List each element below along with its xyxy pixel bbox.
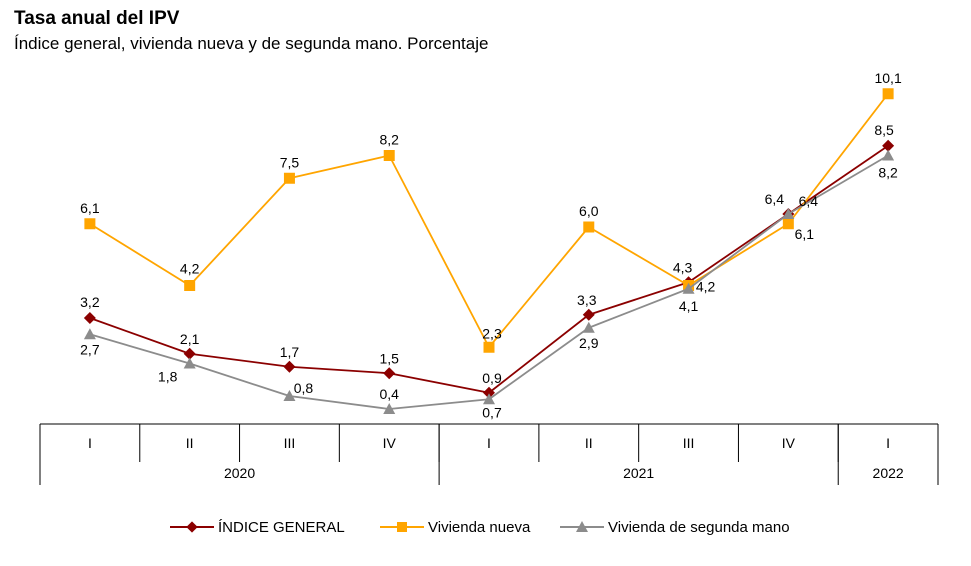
data-label-vivienda-de-segunda-mano: 2,7 bbox=[80, 341, 100, 357]
data-label-indice-general: 3,2 bbox=[80, 294, 100, 310]
x-tick-label: I bbox=[88, 435, 92, 451]
data-point-vivienda-de-segunda-mano bbox=[483, 393, 495, 405]
x-tick-label: II bbox=[585, 435, 593, 451]
chart-subtitle: Índice general, vivienda nueva y de segu… bbox=[14, 34, 489, 53]
data-point-vivienda-de-segunda-mano bbox=[882, 149, 895, 161]
data-point-vivienda-de-segunda-mano bbox=[283, 390, 296, 401]
data-label-vivienda-nueva: 6,1 bbox=[80, 200, 100, 216]
data-point-vivienda-de-segunda-mano bbox=[782, 208, 795, 219]
x-tick-label: IV bbox=[383, 435, 397, 451]
x-tick-label: I bbox=[886, 435, 890, 451]
series-line-indice-general bbox=[89, 145, 889, 394]
data-label-vivienda-de-segunda-mano: 0,8 bbox=[294, 380, 314, 396]
data-point-vivienda-de-segunda-mano bbox=[682, 282, 695, 294]
chart-title: Tasa anual del IPV bbox=[14, 8, 180, 29]
data-point-vivienda-de-segunda-mano bbox=[183, 357, 196, 369]
legend-swatch-vivienda-nueva bbox=[380, 518, 424, 536]
data-point-vivienda-nueva bbox=[483, 341, 495, 353]
legend-swatch-vivienda-segunda-mano bbox=[560, 518, 604, 536]
year-label: 2021 bbox=[623, 465, 654, 481]
data-label-indice-general: 8,5 bbox=[874, 122, 894, 138]
data-point-vivienda-nueva bbox=[84, 218, 96, 230]
legend-item-vivienda-segunda-mano: Vivienda de segunda mano bbox=[560, 518, 790, 536]
data-point-indice-general bbox=[183, 347, 196, 360]
data-point-indice-general bbox=[383, 367, 396, 380]
data-point-vivienda-nueva bbox=[882, 88, 894, 100]
legend-swatch-indice-general bbox=[170, 518, 214, 536]
x-tick-label: II bbox=[186, 435, 194, 451]
data-label-vivienda-nueva: 7,5 bbox=[280, 154, 300, 170]
data-label-vivienda-nueva: 8,2 bbox=[379, 132, 399, 148]
x-tick-label: IV bbox=[782, 435, 796, 451]
data-label-vivienda-de-segunda-mano: 1,8 bbox=[158, 369, 178, 385]
legend-item-vivienda-nueva: Vivienda nueva bbox=[380, 518, 530, 536]
data-label-indice-general: 4,3 bbox=[673, 259, 693, 275]
data-label-vivienda-de-segunda-mano: 6,4 bbox=[799, 193, 819, 209]
data-label-indice-general: 3,3 bbox=[577, 292, 597, 308]
x-tick-label: I bbox=[487, 435, 491, 451]
data-label-vivienda-de-segunda-mano: 8,2 bbox=[878, 165, 898, 181]
data-label-indice-general: 1,7 bbox=[280, 344, 300, 360]
data-label-vivienda-nueva: 4,2 bbox=[696, 279, 716, 295]
data-label-vivienda-nueva: 4,2 bbox=[180, 261, 200, 277]
data-point-vivienda-nueva bbox=[184, 280, 196, 291]
data-label-vivienda-nueva: 2,3 bbox=[482, 325, 502, 341]
data-label-vivienda-de-segunda-mano: 0,7 bbox=[482, 404, 502, 420]
x-tick-label: III bbox=[683, 435, 695, 451]
data-point-indice-general bbox=[882, 139, 895, 152]
data-point-vivienda-de-segunda-mano bbox=[83, 328, 96, 340]
data-label-indice-general: 0,9 bbox=[482, 370, 502, 386]
data-point-vivienda-nueva bbox=[583, 221, 595, 233]
data-label-vivienda-nueva: 6,1 bbox=[795, 226, 815, 242]
data-point-indice-general bbox=[582, 308, 595, 321]
year-label: 2020 bbox=[224, 465, 255, 481]
data-point-vivienda-nueva bbox=[782, 218, 794, 230]
data-label-vivienda-de-segunda-mano: 4,1 bbox=[679, 298, 699, 314]
x-tick-label: III bbox=[284, 435, 296, 451]
legend-label-indice-general: ÍNDICE GENERAL bbox=[218, 518, 345, 536]
series-line-vivienda-nueva bbox=[89, 93, 889, 349]
data-label-indice-general: 1,5 bbox=[379, 350, 399, 366]
data-label-vivienda-nueva: 10,1 bbox=[874, 70, 901, 86]
data-point-indice-general bbox=[283, 360, 296, 373]
data-point-vivienda-nueva bbox=[383, 150, 395, 161]
year-label: 2022 bbox=[873, 465, 904, 481]
data-point-indice-general bbox=[483, 386, 495, 399]
legend-item-indice-general: ÍNDICE GENERAL bbox=[170, 518, 345, 536]
data-label-vivienda-de-segunda-mano: 2,9 bbox=[579, 335, 599, 351]
chart-legend: ÍNDICE GENERAL Vivienda nueva Vivienda d… bbox=[0, 518, 971, 542]
data-label-indice-general: 2,1 bbox=[180, 331, 200, 347]
data-point-indice-general bbox=[83, 312, 96, 324]
legend-label-vivienda-segunda-mano: Vivienda de segunda mano bbox=[608, 518, 790, 536]
data-label-vivienda-de-segunda-mano: 0,4 bbox=[379, 386, 399, 402]
data-point-vivienda-nueva bbox=[283, 172, 295, 184]
data-label-indice-general: 6,4 bbox=[765, 191, 785, 207]
data-label-vivienda-nueva: 6,0 bbox=[579, 203, 599, 219]
data-point-vivienda-de-segunda-mano bbox=[383, 403, 396, 414]
legend-label-vivienda-nueva: Vivienda nueva bbox=[428, 518, 531, 536]
data-point-vivienda-de-segunda-mano bbox=[582, 321, 595, 333]
